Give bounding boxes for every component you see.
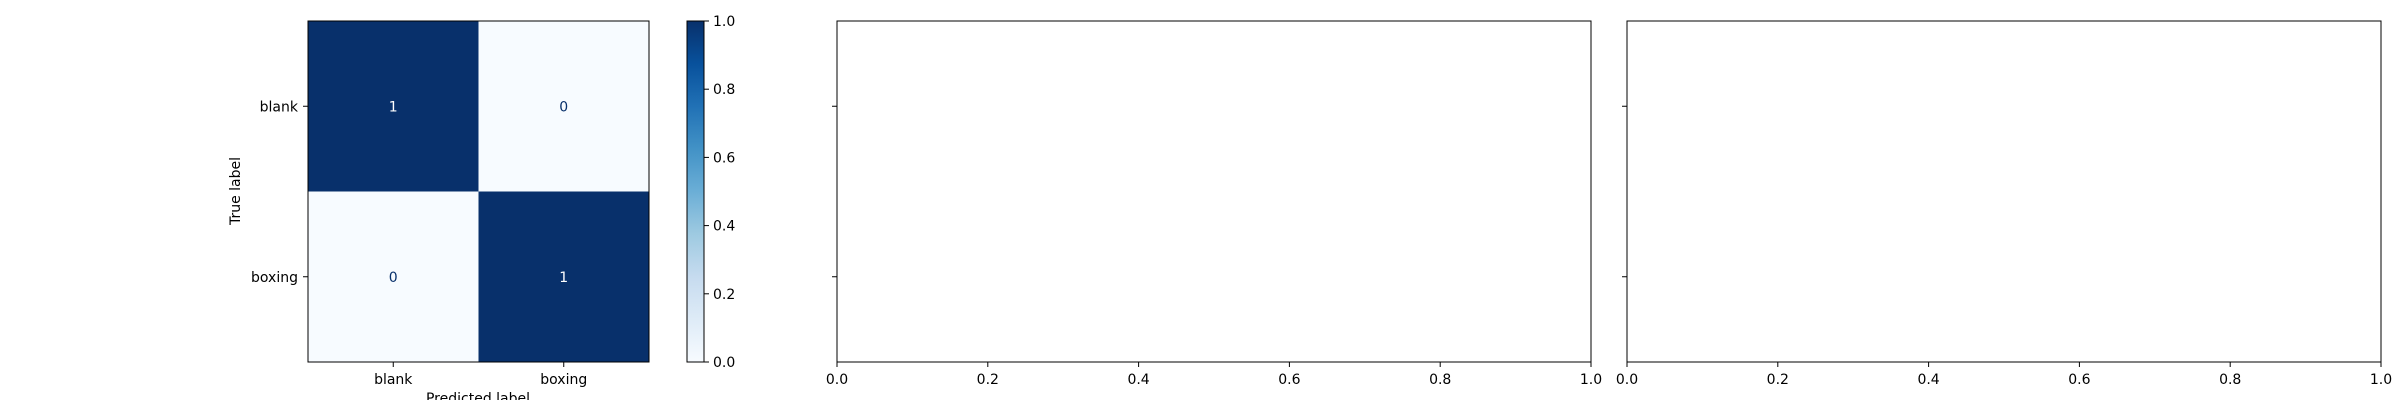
colorbar-tick-label: 0.0 xyxy=(713,355,735,371)
x-tick-label: 0.6 xyxy=(1278,372,1300,388)
axes-2-x-ticks: 0.0 0.2 0.4 0.6 0.8 1.0 xyxy=(1616,362,2392,388)
matrix-cell xyxy=(478,191,649,362)
confusion-matrix-y-ticks: blank boxing xyxy=(251,99,308,286)
confusion-matrix-panel: 1 0 0 1 blank boxing blank boxing Predicted l… xyxy=(228,20,650,400)
matrix-cell xyxy=(308,191,479,362)
x-tick-label: blank xyxy=(374,372,413,388)
axes-2-y-ticks xyxy=(1622,105,1627,278)
matrix-cell-value: 0 xyxy=(559,99,568,115)
matrix-cell xyxy=(308,21,479,192)
x-tick-label: 1.0 xyxy=(2370,372,2392,388)
colorbar: 0.0 0.2 0.4 0.6 0.8 1.0 xyxy=(686,14,735,371)
x-tick-label: 1.0 xyxy=(1580,372,1602,388)
x-tick-label: 0.8 xyxy=(1429,372,1451,388)
x-tick-label: 0.4 xyxy=(1127,372,1149,388)
colorbar-tick-label: 0.6 xyxy=(713,150,735,166)
empty-axes-panel-2: 0.0 0.2 0.4 0.6 0.8 1.0 xyxy=(1616,20,2392,388)
empty-axes-panel-1: 0.0 0.2 0.4 0.6 0.8 1.0 xyxy=(826,20,1602,388)
x-tick-label: 0.0 xyxy=(826,372,848,388)
y-tick-label: boxing xyxy=(251,270,298,286)
axes-1-x-ticks: 0.0 0.2 0.4 0.6 0.8 1.0 xyxy=(826,362,1602,388)
matrix-cell xyxy=(478,21,649,192)
matrix-cell-value: 1 xyxy=(389,99,398,115)
y-tick-label: blank xyxy=(260,99,299,115)
colorbar-tick-label: 1.0 xyxy=(713,14,735,30)
axes-frame-1 xyxy=(836,20,1592,363)
x-tick-label: boxing xyxy=(540,372,587,388)
axes-frame-2 xyxy=(1626,20,2382,363)
x-tick-label: 0.2 xyxy=(1767,372,1789,388)
colorbar-tick-label: 0.2 xyxy=(713,287,735,303)
x-tick-label: 0.6 xyxy=(2068,372,2090,388)
colorbar-tick-label: 0.4 xyxy=(713,219,735,235)
y-axis-label: True label xyxy=(228,157,244,226)
axes-1-y-ticks xyxy=(832,105,837,278)
x-tick-label: 0.4 xyxy=(1917,372,1939,388)
confusion-matrix-frame xyxy=(307,20,650,363)
confusion-matrix-cells xyxy=(308,21,649,362)
colorbar-tick-label: 0.8 xyxy=(713,82,735,98)
matrix-cell-value: 0 xyxy=(389,270,398,286)
confusion-matrix-x-ticks: blank boxing xyxy=(374,362,587,388)
x-tick-label: 0.8 xyxy=(2219,372,2241,388)
x-axis-label: Predicted label xyxy=(426,391,530,400)
x-tick-label: 0.0 xyxy=(1616,372,1638,388)
x-tick-label: 0.2 xyxy=(977,372,999,388)
colorbar-gradient xyxy=(686,20,705,363)
confusion-matrix-cell-labels: 1 0 0 1 xyxy=(389,99,568,286)
matrix-cell-value: 1 xyxy=(559,270,568,286)
colorbar-ticks: 0.0 0.2 0.4 0.6 0.8 1.0 xyxy=(704,14,735,371)
